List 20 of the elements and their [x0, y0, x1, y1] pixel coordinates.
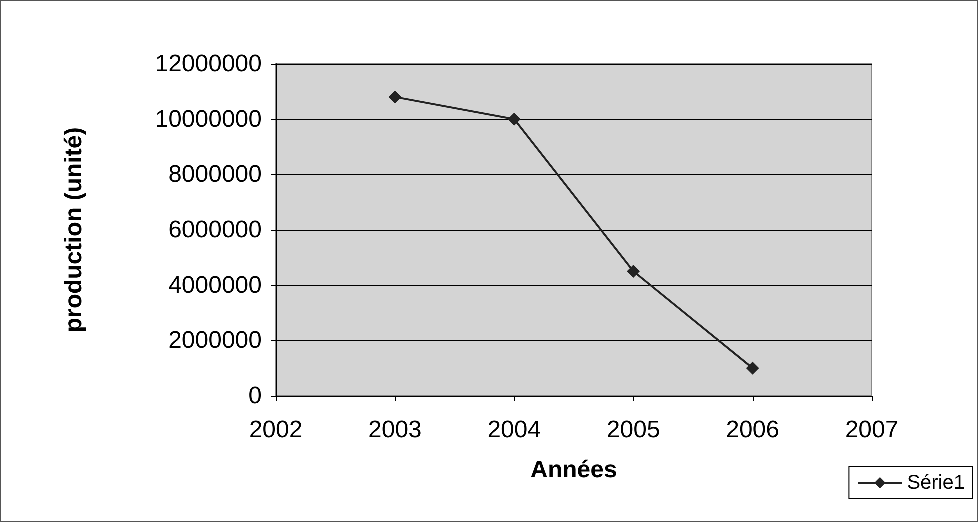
x-tick-label: 2004: [488, 416, 542, 444]
x-axis-title: Années: [530, 456, 618, 484]
point: [627, 265, 640, 278]
y-tick-label: 4000000: [168, 272, 262, 299]
y-tick-label: 8000000: [168, 161, 262, 188]
point: [508, 112, 521, 126]
y-tick-label: 12000000: [155, 50, 262, 78]
x-tick-label: 2006: [726, 416, 780, 444]
y-tick-label: 10000000: [155, 106, 262, 133]
legend-label: Série1: [907, 472, 965, 494]
x-tick-label: 2007: [845, 416, 899, 444]
point: [746, 362, 760, 375]
x-tick-label: 2002: [249, 416, 303, 444]
y-tick-label: 6000000: [168, 216, 262, 244]
y-axis-title: production (unité): [60, 127, 88, 333]
x-tick-label: 2005: [606, 416, 660, 444]
y-tick-label: 2000000: [168, 327, 262, 354]
y-tick-label: 0: [248, 382, 262, 410]
point: [388, 90, 402, 104]
x-tick-label: 2003: [368, 416, 422, 444]
